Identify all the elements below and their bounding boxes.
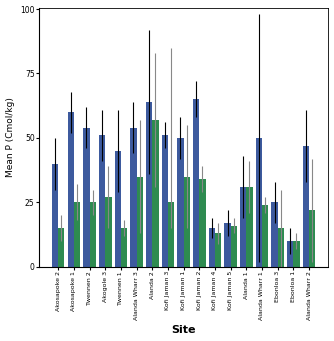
Bar bbox=[105, 197, 112, 267]
Bar bbox=[224, 223, 231, 267]
Bar bbox=[262, 205, 268, 267]
Bar bbox=[293, 241, 300, 267]
Bar bbox=[58, 228, 64, 267]
Bar bbox=[199, 179, 205, 267]
Bar bbox=[184, 177, 190, 267]
X-axis label: Site: Site bbox=[171, 325, 196, 336]
Bar bbox=[90, 203, 96, 267]
Bar bbox=[83, 128, 90, 267]
Bar bbox=[246, 187, 253, 267]
Bar bbox=[121, 228, 127, 267]
Bar bbox=[309, 210, 315, 267]
Bar bbox=[74, 203, 80, 267]
Bar bbox=[193, 99, 199, 267]
Bar bbox=[272, 203, 278, 267]
Bar bbox=[177, 138, 184, 267]
Bar bbox=[130, 128, 137, 267]
Bar bbox=[231, 226, 237, 267]
Y-axis label: Mean P (Cmol/kg): Mean P (Cmol/kg) bbox=[6, 98, 15, 177]
Bar bbox=[303, 146, 309, 267]
Bar bbox=[99, 135, 105, 267]
Bar bbox=[240, 187, 246, 267]
Bar bbox=[137, 177, 143, 267]
Bar bbox=[168, 203, 174, 267]
Bar bbox=[152, 120, 159, 267]
Bar bbox=[215, 233, 221, 267]
Bar bbox=[52, 164, 58, 267]
Bar bbox=[146, 102, 152, 267]
Bar bbox=[278, 228, 284, 267]
Bar bbox=[256, 138, 262, 267]
Bar bbox=[287, 241, 293, 267]
Bar bbox=[162, 135, 168, 267]
Bar bbox=[115, 151, 121, 267]
Bar bbox=[209, 228, 215, 267]
Bar bbox=[67, 112, 74, 267]
